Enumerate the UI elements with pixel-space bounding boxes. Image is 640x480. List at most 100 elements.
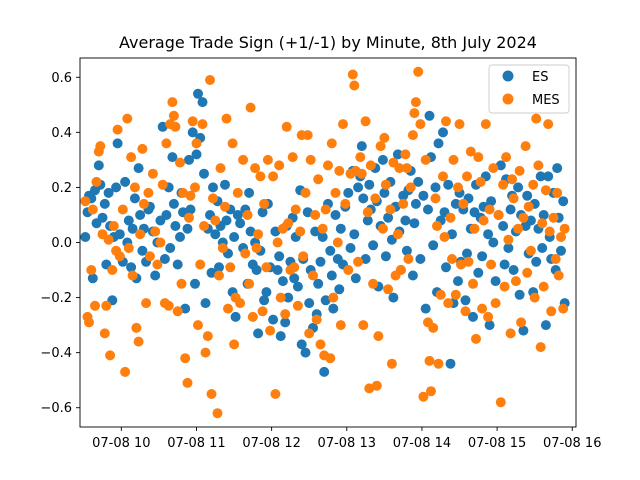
point-mes — [127, 270, 138, 281]
point-mes — [488, 163, 499, 174]
point-es — [170, 221, 181, 231]
point-mes — [518, 212, 529, 223]
point-mes — [520, 141, 531, 152]
point-es — [350, 273, 361, 284]
point-mes — [259, 198, 270, 209]
point-mes — [300, 187, 311, 198]
point-mes — [394, 163, 405, 174]
point-es — [413, 176, 424, 187]
point-es — [244, 187, 255, 198]
point-es — [468, 311, 478, 322]
point-mes — [445, 212, 456, 223]
point-mes — [268, 171, 279, 182]
point-mes — [126, 152, 137, 163]
x-tick-label: 07-08 11 — [167, 436, 225, 451]
point-mes — [147, 168, 158, 179]
y-axis: 0.6 0.4 0.2 0.0 −0.2 −0.4 −0.6 — [40, 71, 80, 416]
point-mes — [507, 174, 518, 185]
x-tick-label: 07-08 14 — [393, 436, 451, 451]
point-mes — [325, 353, 336, 364]
legend-label-mes: MES — [532, 93, 560, 108]
point-mes — [212, 408, 223, 419]
point-es — [270, 226, 281, 237]
point-mes — [176, 278, 187, 289]
point-mes — [544, 226, 555, 237]
point-mes — [244, 278, 255, 289]
point-es — [277, 276, 288, 287]
point-es — [334, 284, 345, 295]
point-es — [157, 121, 168, 132]
point-es — [443, 179, 454, 190]
point-mes — [432, 221, 442, 231]
point-es — [445, 358, 456, 369]
y-tick-label: −0.2 — [40, 291, 72, 306]
point-mes — [206, 389, 217, 399]
point-mes — [405, 182, 416, 193]
point-es — [167, 152, 178, 163]
point-mes — [469, 223, 480, 234]
point-es — [320, 295, 331, 306]
point-es — [415, 254, 426, 264]
point-mes — [304, 328, 315, 339]
point-es — [80, 232, 91, 242]
point-mes — [513, 223, 524, 234]
point-es — [349, 229, 360, 240]
point-mes — [210, 215, 221, 226]
point-es — [310, 226, 321, 237]
point-mes — [355, 152, 366, 163]
point-es — [418, 190, 429, 201]
point-mes — [553, 270, 564, 281]
point-es — [129, 193, 140, 204]
point-mes — [270, 389, 281, 399]
point-es — [453, 276, 463, 287]
point-mes — [133, 336, 144, 347]
y-tick-label: 0.0 — [51, 236, 72, 251]
point-es — [460, 295, 471, 306]
point-mes — [385, 204, 396, 215]
point-mes — [129, 182, 140, 193]
point-es — [137, 245, 148, 256]
point-mes — [463, 256, 474, 267]
point-es — [127, 223, 138, 234]
point-es — [175, 232, 185, 242]
point-es — [353, 182, 364, 193]
x-axis: 07-08 10 07-08 11 07-08 12 07-08 13 07-08 14… — [92, 427, 601, 451]
point-mes — [398, 198, 409, 209]
point-es — [159, 254, 170, 264]
point-es — [184, 154, 194, 165]
point-mes — [225, 262, 236, 273]
point-mes — [289, 262, 300, 273]
point-mes — [426, 386, 436, 397]
legend-label-es: ES — [532, 70, 548, 85]
point-es — [360, 254, 371, 264]
point-mes — [418, 391, 429, 402]
point-es — [358, 193, 369, 204]
point-mes — [543, 119, 554, 130]
point-mes — [167, 97, 178, 108]
point-mes — [490, 298, 501, 309]
point-mes — [525, 245, 536, 256]
point-es — [401, 245, 412, 256]
point-mes — [538, 281, 549, 292]
point-mes — [272, 237, 283, 248]
point-mes — [533, 160, 544, 171]
point-mes — [287, 152, 298, 163]
point-mes — [280, 309, 291, 320]
point-mes — [433, 358, 444, 369]
point-es — [400, 215, 411, 226]
point-mes — [410, 97, 421, 108]
point-mes — [540, 185, 551, 196]
point-mes — [295, 226, 306, 237]
point-mes — [362, 207, 373, 218]
point-mes — [292, 300, 303, 311]
point-mes — [514, 165, 525, 176]
point-mes — [187, 116, 198, 127]
point-mes — [101, 300, 112, 311]
point-mes — [478, 215, 489, 226]
point-es — [221, 215, 232, 226]
point-es — [220, 179, 230, 190]
point-es — [409, 218, 420, 229]
point-mes — [484, 204, 495, 215]
point-mes — [556, 232, 566, 242]
y-tick-label: 0.4 — [51, 126, 72, 141]
